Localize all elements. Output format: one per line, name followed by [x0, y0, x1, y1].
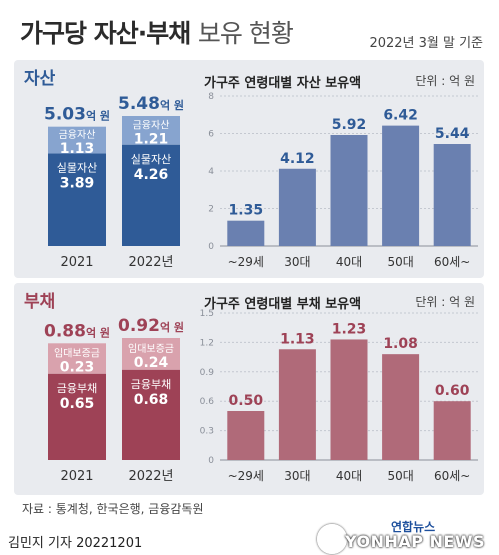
debt-age-category-1: 30대 [284, 469, 310, 483]
asset-yearly-seg-value-1-0: 1.21 [134, 131, 169, 147]
debt-age-bar-0 [227, 411, 265, 460]
asset-age-category-3: 50대 [387, 255, 413, 269]
debt-age-value-label-1: 1.13 [280, 331, 315, 347]
debt-age-bar-2 [330, 339, 368, 460]
asset-age-ytick-0: 0 [208, 242, 214, 252]
asset-age-ytick-4: 8 [208, 92, 214, 102]
debt-age-value-label-0: 0.50 [229, 393, 264, 409]
debt-age-bar-4 [433, 401, 471, 460]
debt-yearly-category-1: 2022년 [128, 469, 173, 484]
debt-yearly-bar-0-top [48, 343, 106, 374]
debt-age-category-4: 60세~ [434, 469, 470, 483]
debt-age-ytick-5: 1.5 [200, 309, 214, 319]
asset-age-category-2: 40대 [336, 255, 362, 269]
asset-yearly-category-1: 2022년 [128, 255, 173, 270]
debt-age-value-label-4: 0.60 [435, 383, 470, 399]
debt-yearly-seg-name-0-0: 임대보증금 [54, 347, 100, 360]
title-sub: 보유 현황 [197, 19, 294, 48]
debt-age-category-2: 40대 [336, 469, 362, 483]
debt-age-bar-3 [382, 354, 420, 460]
asset-age-bar-1 [278, 168, 316, 246]
debt-age-ytick-1: 0.3 [200, 427, 214, 437]
byline: 김민지 기자 20221201 [8, 536, 143, 551]
asset-chart-title: 가구주 연령대별 자산 보유액 [204, 76, 362, 91]
debt-age-bar-1 [278, 349, 316, 460]
asset-age-ytick-2: 4 [208, 167, 214, 177]
logo-korean: 연합뉴스 [391, 520, 436, 534]
source-note: 자료 : 통계청, 한국은행, 금융감독원 [22, 502, 204, 516]
asset-age-bar-3 [382, 125, 420, 246]
debt-age-value-label-2: 1.23 [332, 321, 367, 337]
asset-yearly-seg-name-1-0: 금융자산 [133, 119, 170, 131]
asset-yearly-seg-value-1-1: 4.26 [134, 167, 169, 183]
asset-age-category-4: 60세~ [434, 255, 470, 269]
debt-yearly-seg-value-0-1: 0.65 [60, 396, 95, 412]
debt-yearly-seg-value-1-1: 0.68 [134, 392, 169, 408]
asset-yearly-seg-value-0-0: 1.13 [60, 141, 95, 157]
asset-age-value-label-0: 1.35 [229, 203, 264, 219]
title-main: 가구당 자산·부채 [20, 19, 191, 48]
asset-age-bar-0 [227, 220, 265, 246]
asset-age-value-label-2: 5.92 [332, 117, 367, 133]
asset-age-bar-2 [330, 135, 368, 246]
debt-chart-title: 가구주 연령대별 부채 보유액 [204, 297, 362, 312]
asset-yearly-bar-0-top [48, 126, 106, 154]
asset-age-value-label-4: 5.44 [435, 126, 470, 142]
debt-yearly-seg-name-1-1: 금융부채 [131, 378, 171, 391]
asset-yearly-seg-name-0-1: 실물자산 [57, 162, 97, 175]
asset-section-label: 자산 [24, 69, 56, 89]
debt-unit: 단위 : 억 원 [415, 295, 475, 309]
debt-yearly-bar-1-bottom [122, 369, 180, 460]
debt-age-value-label-3: 1.08 [383, 336, 418, 352]
asset-yearly-total-label-0: 5.03억 원 [44, 105, 110, 125]
asset-yearly-seg-value-0-1: 3.89 [60, 176, 95, 192]
debt-yearly-seg-name-0-1: 금융부채 [57, 382, 97, 395]
debt-yearly-category-0: 2021 [60, 469, 93, 484]
debt-yearly-seg-value-0-0: 0.23 [60, 360, 95, 376]
asset-yearly-bar-1-top [122, 116, 180, 145]
page-title: 가구당 자산·부채 보유 현황 [20, 14, 294, 50]
debt-age-ytick-2: 0.6 [200, 397, 215, 407]
asset-yearly-bar-0-bottom [48, 153, 106, 246]
logo-circle-icon [317, 524, 347, 554]
debt-section-label: 부채 [24, 292, 56, 312]
debt-yearly-total-label-1: 0.92억 원 [118, 316, 184, 336]
asset-yearly-seg-name-0-0: 금융자산 [59, 129, 96, 141]
asset-age-category-1: 30대 [284, 255, 310, 269]
logo-english: YONHAP NEWS [345, 532, 486, 551]
basis-date: 2022년 3월 말 기준 [369, 36, 483, 51]
asset-unit: 단위 : 억 원 [415, 74, 475, 88]
debt-age-ytick-4: 1.2 [200, 338, 214, 348]
debt-yearly-total-label-0: 0.88억 원 [44, 321, 110, 341]
asset-age-value-label-3: 6.42 [383, 108, 418, 124]
debt-yearly-seg-value-1-0: 0.24 [134, 355, 169, 371]
debt-age-category-0: ~29세 [228, 469, 264, 483]
asset-yearly-category-0: 2021 [60, 255, 93, 270]
asset-age-value-label-1: 4.12 [280, 151, 315, 167]
debt-age-ytick-3: 0.9 [200, 368, 215, 378]
asset-age-ytick-1: 2 [208, 205, 214, 215]
debt-yearly-bar-1-top [122, 338, 180, 370]
debt-yearly-bar-0-bottom [48, 373, 106, 460]
yonhap-logo: 연합뉴스 YONHAP NEWS [311, 518, 487, 554]
asset-yearly-bar-1-bottom [122, 144, 180, 246]
asset-yearly-total-label-1: 5.48억 원 [118, 94, 184, 114]
asset-age-category-0: ~29세 [228, 255, 264, 269]
debt-age-ytick-0: 0 [208, 456, 214, 466]
asset-age-ytick-3: 6 [208, 130, 214, 140]
debt-yearly-seg-name-1-0: 임대보증금 [128, 342, 174, 355]
asset-yearly-seg-name-1-1: 실물자산 [131, 153, 171, 166]
asset-age-bar-4 [433, 144, 471, 246]
debt-age-category-3: 50대 [387, 469, 413, 483]
